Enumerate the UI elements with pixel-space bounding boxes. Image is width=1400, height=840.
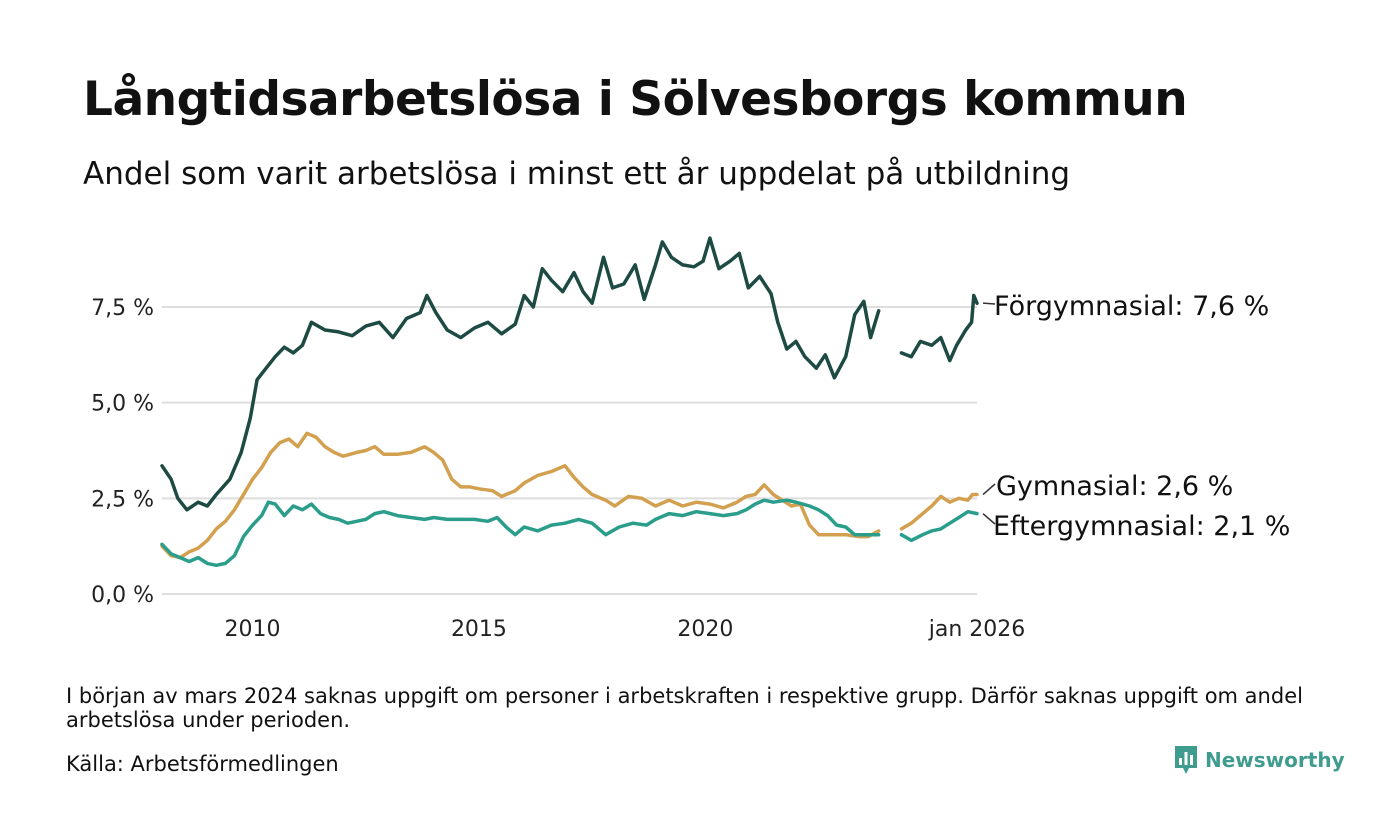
- x-tick-label: 2015: [451, 617, 507, 642]
- end-label-förgymnasial: Förgymnasial: 7,6 %: [994, 291, 1269, 322]
- end-label-connector: [982, 483, 996, 496]
- line-chart: 0,0 % 2,5 % 5,0 % 7,5 % 2010 2015 2020 jan 202…: [91, 236, 1290, 642]
- series-line-förgymnasial-1: [160, 236, 881, 512]
- chart-note: I början av mars 2024 saknas uppgift om …: [66, 684, 1303, 732]
- page-title: Långtidsarbetslösa i Sölvesborgs kommun: [83, 72, 1188, 127]
- chart-grid: [162, 306, 977, 595]
- end-label-connector: [982, 513, 996, 525]
- y-tick-label: 0,0 %: [91, 583, 154, 608]
- page-subtitle: Andel som varit arbetslösa i minst ett å…: [83, 156, 1071, 192]
- end-label-connector: [982, 302, 996, 305]
- brand-name: Newsworthy: [1205, 748, 1345, 772]
- y-tick-label: 5,0 %: [91, 392, 154, 417]
- x-axis-ticks: 2010 2015 2020 jan 2026: [225, 617, 1026, 642]
- series-end-labels: Förgymnasial: 7,6 % Gymnasial: 2,6 % Efter…: [982, 291, 1290, 542]
- series-line-förgymnasial-2: [899, 293, 979, 363]
- x-tick-label: 2020: [677, 617, 733, 642]
- end-label-gymnasial: Gymnasial: 2,6 %: [996, 471, 1233, 502]
- series-line-gymnasial-1: [160, 431, 881, 560]
- x-tick-label: jan 2026: [928, 617, 1026, 642]
- series-line-eftergymnasial-1: [160, 498, 881, 568]
- source-text: Källa: Arbetsförmedlingen: [66, 752, 339, 776]
- x-tick-label: 2010: [225, 617, 281, 642]
- series-lines: [160, 236, 979, 568]
- end-label-eftergymnasial: Eftergymnasial: 2,1 %: [993, 511, 1290, 542]
- series-line-eftergymnasial-2: [899, 509, 979, 543]
- y-tick-label: 7,5 %: [91, 296, 154, 321]
- newsworthy-logo[interactable]: Newsworthy: [1173, 744, 1345, 776]
- bar-chart-icon: [1175, 746, 1197, 774]
- y-axis-ticks: 0,0 % 2,5 % 5,0 % 7,5 %: [91, 296, 154, 608]
- series-line-gymnasial-2: [899, 492, 979, 531]
- y-tick-label: 2,5 %: [91, 487, 154, 512]
